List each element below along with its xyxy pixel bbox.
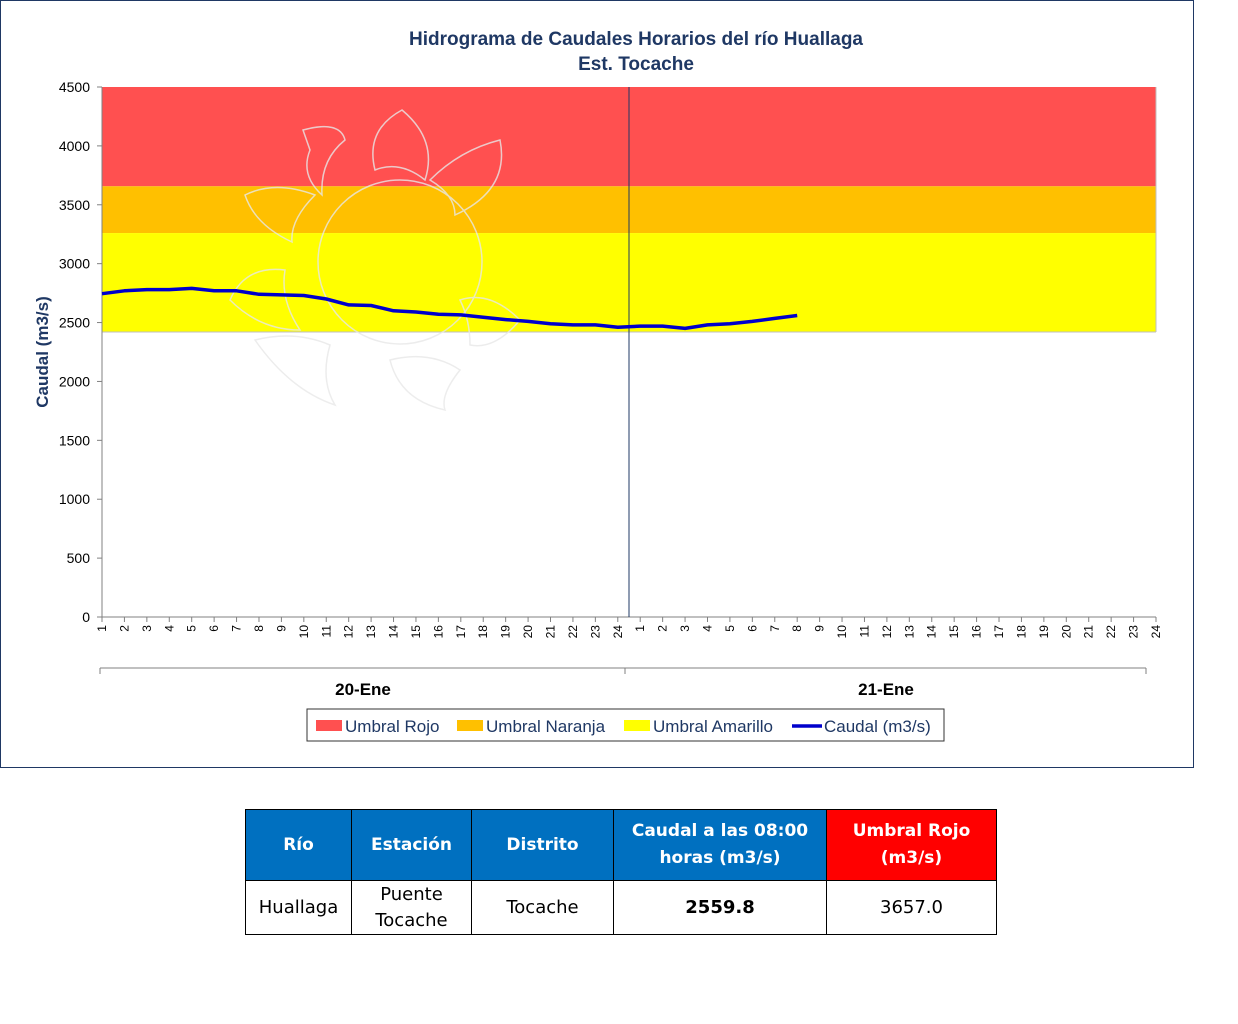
x-axis-ticks: 1 2 3 4 5 6 7 8 9 10 11 12 13 14 15 16 17 18 19 20 21 22 23 24 1… [95,617,1163,638]
x-tick-label: 7 [230,625,244,632]
y-tick-label: 4000 [59,138,90,154]
cell-estacion-line2: Tocache [375,909,448,931]
header-caudal-line1: Caudal a las 08:00 [631,821,809,841]
x-tick-label: 15 [947,625,961,639]
x-tick-label: 2 [117,625,131,632]
y-tick-label: 1000 [59,491,90,507]
x-tick-label: 5 [185,625,199,632]
x-tick-label: 22 [566,625,580,639]
x-tick-label: 23 [588,625,602,639]
header-distrito: Distrito [471,809,614,881]
x-tick-label: 3 [678,625,692,632]
x-tick-label: 19 [1037,625,1051,639]
table-header-row: Río Estación Distrito Caudal a las 08:00… [245,809,997,881]
x-tick-label: 19 [499,625,513,639]
x-tick-label: 6 [207,625,221,632]
summary-table: Río Estación Distrito Caudal a las 08:00… [245,809,997,935]
legend-label: Umbral Naranja [486,717,606,736]
chart-subtitle: Est. Tocache [578,54,694,75]
chart-title: Hidrograma de Caudales Horarios del río … [409,29,863,50]
y-axis-ticks: 0 500 1000 1500 2000 2500 3000 3500 4000 4500 [59,79,102,625]
header-umbral-line2: (m3/s) [880,848,943,868]
cell-umbral: 3657.0 [826,880,997,935]
x-tick-label: 6 [745,625,759,632]
legend-box [306,708,945,742]
header-caudal-line2: horas (m3/s) [659,848,781,868]
x-tick-label: 11 [319,625,333,638]
x-tick-label: 4 [162,625,176,632]
header-estacion: Estación [351,809,472,881]
sun-watermark [229,109,522,412]
x-tick-label: 9 [274,625,288,632]
x-tick-label: 5 [723,625,737,632]
cell-rio: Huallaga [245,880,352,935]
y-tick-label: 3000 [59,256,90,272]
cell-estacion-line1: Puente [380,883,443,905]
x-tick-label: 12 [880,625,894,639]
group-label: 20-Ene [335,680,391,699]
header-rio: Río [245,809,352,881]
x-tick-label: 8 [790,625,804,632]
x-tick-label: 21 [544,625,558,639]
chart-legend: Umbral Rojo Umbral Naranja Umbral Amarillo… [306,708,945,742]
table-row: Huallaga Puente Tocache Tocache 2559.8 3… [245,880,997,935]
y-tick-label: 3500 [59,197,90,213]
x-tick-label: 15 [409,625,423,639]
header-umbral-line1: Umbral Rojo [852,821,971,841]
legend-label: Umbral Rojo [345,717,439,736]
x-tick-label: 8 [252,625,266,632]
cell-distrito: Tocache [471,880,614,935]
x-tick-label: 1 [95,625,109,632]
series-line-caudal [101,286,798,331]
y-tick-label: 2000 [59,373,90,389]
x-axis-groups: 20-Ene 21-Ene [99,667,1147,699]
x-tick-label: 24 [1149,625,1163,639]
cell-estacion: Puente Tocache [351,880,472,935]
cell-caudal: 2559.8 [613,880,827,935]
legend-label: Caudal (m3/s) [824,717,931,736]
x-tick-label: 16 [431,625,445,639]
x-tick-label: 11 [857,625,871,638]
x-tick-label: 14 [925,625,939,639]
x-tick-label: 21 [1082,625,1096,639]
x-tick-label: 24 [611,625,625,639]
header-umbral-rojo: Umbral Rojo (m3/s) [826,809,997,881]
x-tick-label: 10 [297,625,311,639]
x-tick-label: 14 [387,625,401,639]
x-tick-label: 18 [1014,625,1028,639]
x-tick-label: 20 [1059,625,1073,639]
x-tick-label: 17 [992,625,1006,639]
legend-swatch [316,720,342,731]
x-tick-label: 9 [813,625,827,632]
x-tick-label: 20 [521,625,535,639]
legend-swatch [457,720,483,731]
x-tick-label: 7 [768,625,782,632]
x-tick-label: 2 [656,625,670,632]
group-label: 21-Ene [858,680,914,699]
y-tick-label: 1500 [59,432,90,448]
header-caudal: Caudal a las 08:00 horas (m3/s) [613,809,827,881]
x-tick-label: 10 [835,625,849,639]
x-tick-label: 4 [700,625,714,632]
x-tick-label: 13 [902,625,916,639]
x-tick-label: 23 [1127,625,1141,639]
x-tick-label: 13 [364,625,378,639]
y-tick-label: 0 [82,609,90,625]
x-tick-label: 12 [342,625,356,639]
x-tick-label: 3 [140,625,154,632]
x-tick-label: 1 [633,625,647,632]
y-tick-label: 4500 [59,79,90,95]
series-layer [101,286,798,331]
x-tick-label: 16 [970,625,984,639]
hydrograph-chart: Hidrograma de Caudales Horarios del río … [33,29,1163,742]
y-tick-label: 2500 [59,315,90,331]
x-tick-label: 22 [1104,625,1118,639]
x-tick-label: 18 [476,625,490,639]
y-axis-label: Caudal (m3/s) [33,296,52,407]
legend-label: Umbral Amarillo [653,717,773,736]
y-tick-label: 500 [67,550,91,566]
legend-swatch [624,720,650,731]
chart-axes [101,87,1156,618]
x-tick-label: 17 [454,625,468,639]
